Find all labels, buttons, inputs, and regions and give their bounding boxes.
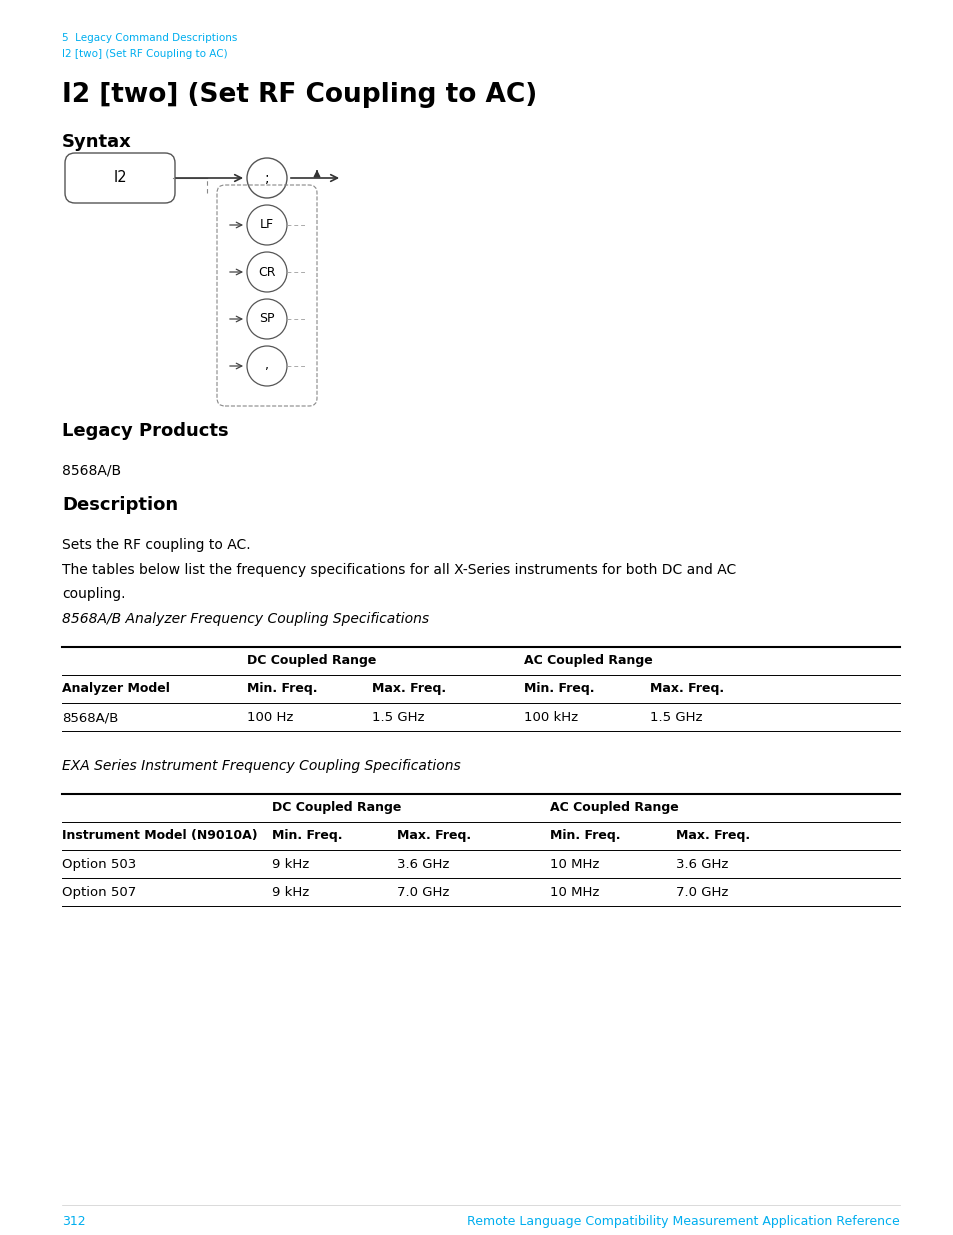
Text: 8568A/B: 8568A/B: [62, 463, 121, 477]
Text: AC Coupled Range: AC Coupled Range: [550, 802, 678, 814]
Text: 7.0 GHz: 7.0 GHz: [396, 885, 449, 899]
Text: 3.6 GHz: 3.6 GHz: [676, 858, 727, 871]
Text: Option 507: Option 507: [62, 885, 136, 899]
Text: Max. Freq.: Max. Freq.: [396, 829, 471, 842]
Text: 10 MHz: 10 MHz: [550, 885, 598, 899]
Text: Max. Freq.: Max. Freq.: [676, 829, 749, 842]
Text: Max. Freq.: Max. Freq.: [372, 682, 446, 695]
Text: AC Coupled Range: AC Coupled Range: [523, 655, 652, 667]
Text: DC Coupled Range: DC Coupled Range: [247, 655, 376, 667]
Text: coupling.: coupling.: [62, 587, 126, 601]
Text: Syntax: Syntax: [62, 133, 132, 151]
Text: Analyzer Model: Analyzer Model: [62, 682, 170, 695]
Text: 1.5 GHz: 1.5 GHz: [372, 711, 424, 724]
Text: 3.6 GHz: 3.6 GHz: [396, 858, 449, 871]
Text: Description: Description: [62, 496, 178, 514]
Text: Remote Language Compatibility Measurement Application Reference: Remote Language Compatibility Measuremen…: [467, 1215, 899, 1228]
Text: Min. Freq.: Min. Freq.: [550, 829, 619, 842]
Text: 1.5 GHz: 1.5 GHz: [649, 711, 701, 724]
Text: ,: ,: [265, 359, 269, 373]
Text: DC Coupled Range: DC Coupled Range: [272, 802, 401, 814]
Text: LF: LF: [259, 219, 274, 231]
Text: Legacy Products: Legacy Products: [62, 422, 229, 440]
Text: Min. Freq.: Min. Freq.: [523, 682, 594, 695]
Text: I2: I2: [113, 170, 127, 185]
Text: SP: SP: [259, 312, 274, 326]
Text: 8568A/B: 8568A/B: [62, 711, 118, 724]
Text: CR: CR: [258, 266, 275, 279]
Text: Min. Freq.: Min. Freq.: [272, 829, 342, 842]
Text: 100 kHz: 100 kHz: [523, 711, 578, 724]
Text: 5  Legacy Command Descriptions: 5 Legacy Command Descriptions: [62, 33, 237, 43]
Text: I2 [two] (Set RF Coupling to AC): I2 [two] (Set RF Coupling to AC): [62, 49, 228, 59]
Text: Max. Freq.: Max. Freq.: [649, 682, 723, 695]
Text: Option 503: Option 503: [62, 858, 136, 871]
Text: 100 Hz: 100 Hz: [247, 711, 294, 724]
FancyBboxPatch shape: [65, 153, 174, 203]
Text: 9 kHz: 9 kHz: [272, 858, 309, 871]
Text: 10 MHz: 10 MHz: [550, 858, 598, 871]
Text: The tables below list the frequency specifications for all X-Series instruments : The tables below list the frequency spec…: [62, 563, 736, 577]
Text: 312: 312: [62, 1215, 86, 1228]
Text: 8568A/B Analyzer Frequency Coupling Specifications: 8568A/B Analyzer Frequency Coupling Spec…: [62, 613, 429, 626]
Text: EXA Series Instrument Frequency Coupling Specifications: EXA Series Instrument Frequency Coupling…: [62, 760, 460, 773]
Text: Min. Freq.: Min. Freq.: [247, 682, 317, 695]
Text: I2 [two] (Set RF Coupling to AC): I2 [two] (Set RF Coupling to AC): [62, 82, 537, 107]
Text: 9 kHz: 9 kHz: [272, 885, 309, 899]
Text: Sets the RF coupling to AC.: Sets the RF coupling to AC.: [62, 538, 251, 552]
Text: 7.0 GHz: 7.0 GHz: [676, 885, 727, 899]
Text: ;: ;: [264, 170, 269, 185]
Text: Instrument Model (N9010A): Instrument Model (N9010A): [62, 829, 257, 842]
